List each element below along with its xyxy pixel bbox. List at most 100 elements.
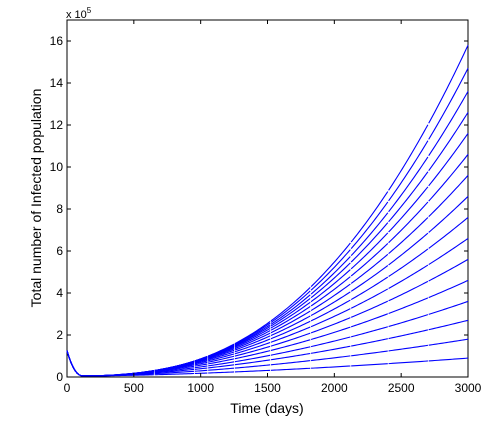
series-line-segment [270,326,311,343]
series-line-segment [388,329,429,340]
series-line-segment [234,335,271,351]
series-line-segment [270,339,311,351]
series-line-segment [350,253,389,284]
series-line-segment [428,338,469,346]
y-tick-label: 2 [56,328,63,342]
series-line-segment [270,346,311,356]
series-line-segment [350,300,389,318]
y-tick-label: 8 [56,202,63,216]
series-line-segment [234,330,271,348]
series-line-segment [194,361,208,366]
y-tick-label: 4 [56,286,63,300]
series-line-segment [234,332,271,350]
series-line-segment [310,262,351,299]
series-line-segment [350,222,389,263]
x-tick-label: 2500 [388,381,415,395]
series-line-segment [310,256,351,295]
series-line-segment [194,363,208,367]
y-tick-label: 10 [50,160,64,174]
series-line-segment [310,317,351,334]
series-line-segment [388,264,429,289]
series-line-segment [428,68,469,140]
series-line-segment [310,299,351,322]
series-layer [66,44,469,377]
series-line-segment [270,301,311,329]
series-line-segment [234,324,271,346]
series-line-segment [270,306,311,331]
series-line-segment [270,352,311,361]
series-line-segment [234,322,271,345]
series-line-segment [350,276,389,301]
series-line-segment [270,290,311,323]
series-line-segment [208,358,235,365]
series-line-segment [350,243,389,277]
series-line-segment [311,355,351,362]
series-line-segment [194,360,208,365]
series-line-segment [388,217,429,255]
series-line-segment [310,326,351,341]
series-line-segment [270,320,311,340]
series-line-segment [270,310,311,334]
series-line-segment [194,367,208,370]
series-line-segment [270,294,311,325]
series-line-segment [388,156,429,213]
series-line-segment [234,341,271,355]
series-line-segment [350,265,389,292]
series-line-segment [388,171,429,223]
series-line-segment [310,242,351,288]
series-line-segment [350,288,389,309]
series-line-segment [234,345,271,357]
series-line-segment [154,367,195,373]
series-line-segment [428,258,469,282]
series-line-segment [310,269,351,303]
series-line-segment [350,212,389,257]
x-tick-label: 3000 [455,381,482,395]
x-axis-ticks: 0 500 1000 1500 2000 2500 3000 [64,20,482,395]
series-line-segment [270,367,311,371]
series-line-segment [428,237,469,266]
series-line-segment [208,351,235,361]
x-axis-label: Time (days) [230,400,303,416]
x-tick-label: 2000 [321,381,348,395]
series-line-segment [350,232,389,270]
series-line-segment [234,359,271,366]
series-line-segment [234,350,271,360]
series-line-segment [428,357,469,362]
series-line-segment [311,365,351,369]
series-line-segment [270,360,311,366]
series-line-segment [234,338,271,353]
series-line-segment [234,364,271,369]
series-line-segment [428,44,469,124]
series-line-segment [154,372,194,376]
series-line-segment [66,350,154,377]
series-line-segment [194,359,208,364]
series-line-segment [270,297,311,327]
series-line-segment [310,276,351,307]
series-line-segment [310,249,351,291]
series-line-segment [234,321,271,345]
y-tick-label: 16 [50,34,64,48]
series-line-segment [351,338,388,347]
series-line-segment [154,370,195,375]
series-line-segment [388,232,429,266]
series-line-segment [350,201,389,250]
series-line-segment [270,287,311,322]
series-line-segment [310,345,351,354]
y-tick-label: 6 [56,244,63,258]
series-line-segment [234,354,271,363]
y-axis-multiplier-exponent: 5 [87,6,92,15]
series-line-segment [428,279,469,299]
series-line-segment [428,319,469,331]
series-line-segment [208,361,235,367]
series-line-segment [207,348,235,359]
plot-area [66,19,469,378]
series-line-segment [351,350,388,357]
y-tick-label: 14 [50,76,64,90]
x-tick-label: 500 [124,381,144,395]
series-line-segment [270,332,311,347]
y-axis-ticks: 0 2 4 6 8 10 12 14 16 [50,34,468,384]
series-line-segment [234,327,271,347]
series-line-segment [154,368,195,374]
series-line-segment [310,308,351,328]
y-tick-label: 0 [56,370,63,384]
